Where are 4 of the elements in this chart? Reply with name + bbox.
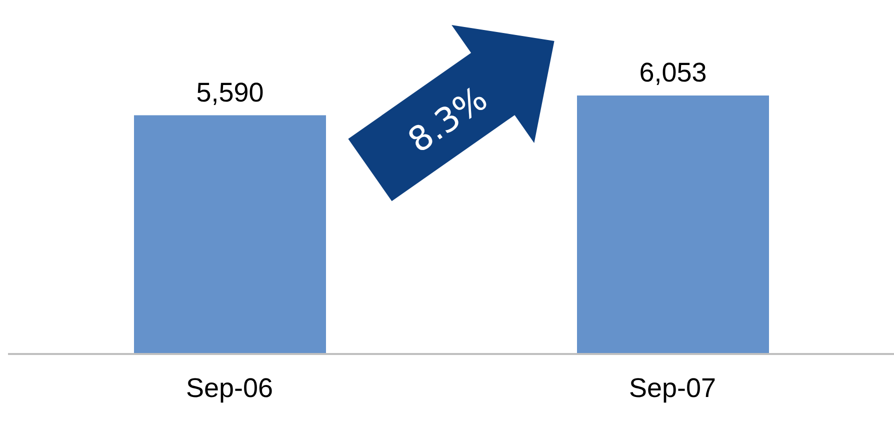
data-label: 5,590	[196, 77, 264, 108]
x-tick-label: Sep-06	[186, 373, 274, 404]
data-label: 6,053	[639, 58, 707, 88]
x-tick-label: Sep-07	[628, 373, 716, 404]
